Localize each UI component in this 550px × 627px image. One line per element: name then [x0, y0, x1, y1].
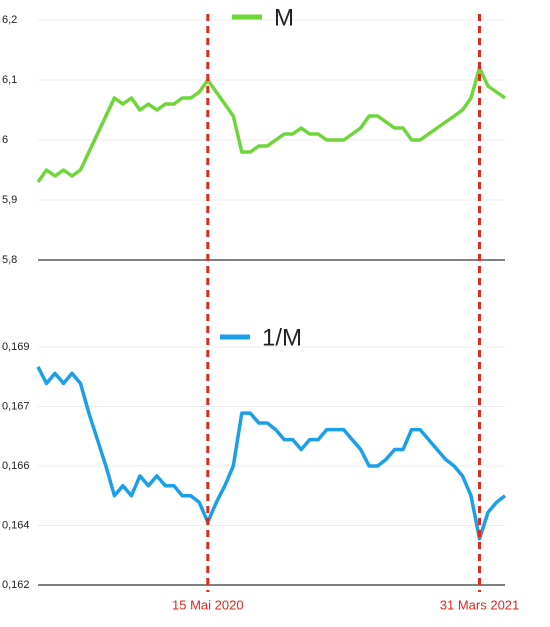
y-tick-label: 6,1: [2, 74, 17, 86]
legend-label: M: [274, 4, 294, 31]
series-line: [36, 66, 507, 184]
y-tick-label: 0,166: [2, 460, 30, 472]
y-tick-label: 5,9: [2, 194, 17, 206]
y-tick-label: 0,164: [2, 519, 30, 531]
legend-label: 1/M: [262, 324, 302, 351]
y-tick-label: 6: [2, 134, 8, 146]
y-tick-label: 0,162: [2, 579, 30, 591]
y-tick-label: 0,167: [2, 400, 30, 412]
x-tick-label: 15 Mai 2020: [172, 597, 244, 612]
y-tick-label: 0,169: [2, 341, 30, 353]
y-tick-label: 6,2: [2, 14, 17, 26]
series-line: [36, 366, 507, 541]
x-tick-label: 31 Mars 2021: [440, 597, 520, 612]
y-tick-label: 5,8: [2, 254, 17, 266]
